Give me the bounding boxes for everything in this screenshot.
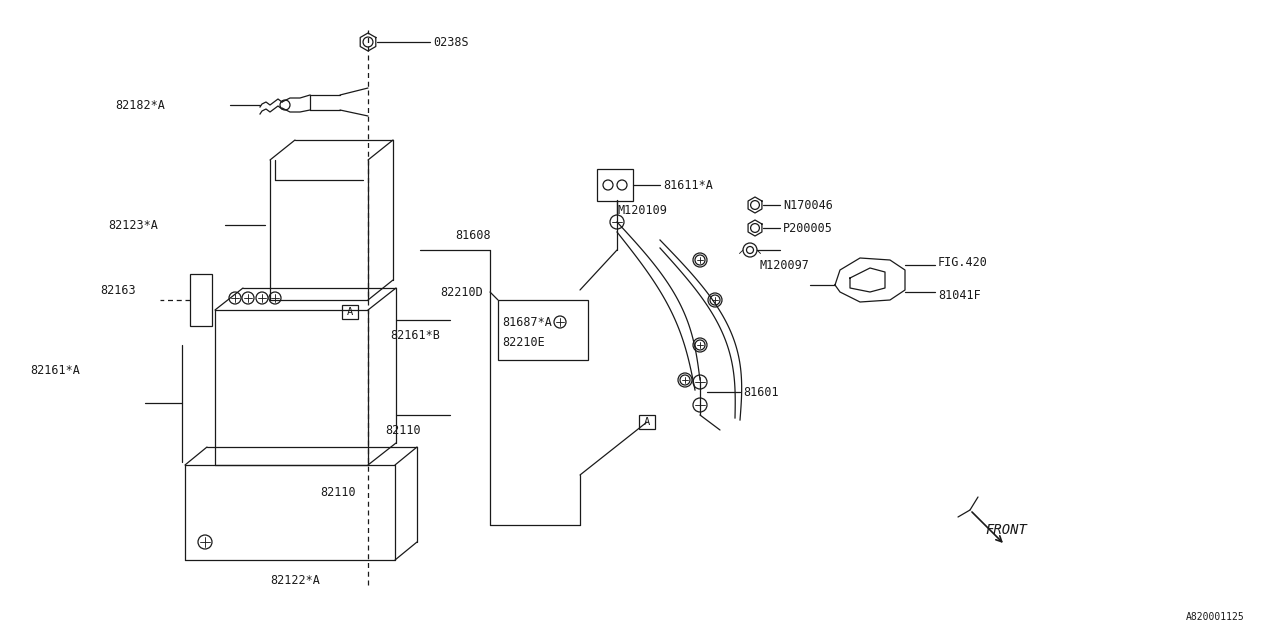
Text: 0238S: 0238S <box>433 35 468 49</box>
Text: 81687*A: 81687*A <box>502 316 552 328</box>
Text: 82163: 82163 <box>100 284 136 296</box>
Text: 82122*A: 82122*A <box>270 573 320 586</box>
Text: A: A <box>347 307 353 317</box>
Text: N170046: N170046 <box>783 198 833 211</box>
Text: 82161*B: 82161*B <box>390 328 440 342</box>
Text: A: A <box>644 417 650 427</box>
Text: 81601: 81601 <box>742 385 778 399</box>
Text: 81611*A: 81611*A <box>663 179 713 191</box>
Text: 81041F: 81041F <box>938 289 980 301</box>
Text: 82210E: 82210E <box>502 335 545 349</box>
Text: P200005: P200005 <box>783 221 833 234</box>
Text: 82123*A: 82123*A <box>108 218 157 232</box>
Text: 82110: 82110 <box>385 424 421 436</box>
Text: FIG.420: FIG.420 <box>938 255 988 269</box>
Text: M120109: M120109 <box>617 204 667 216</box>
Text: 81608: 81608 <box>454 228 490 241</box>
Text: FRONT: FRONT <box>986 523 1027 537</box>
Text: A820001125: A820001125 <box>1187 612 1245 622</box>
Text: 82182*A: 82182*A <box>115 99 165 111</box>
Text: 82161*A: 82161*A <box>29 364 79 376</box>
Text: 82110: 82110 <box>320 486 356 499</box>
Text: 82210D: 82210D <box>440 285 483 298</box>
Text: M120097: M120097 <box>760 259 810 271</box>
